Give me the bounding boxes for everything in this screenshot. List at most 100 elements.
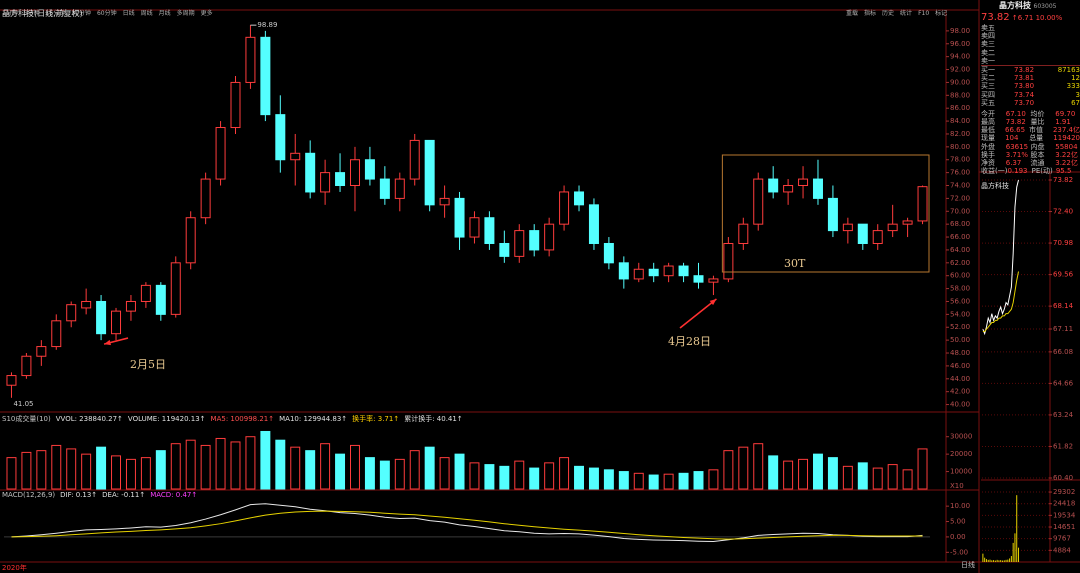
candle-body (320, 172, 331, 193)
tool-button[interactable]: 统计 (900, 10, 913, 17)
period-tab[interactable]: 30分钟 (71, 10, 91, 17)
candle-body (559, 191, 570, 225)
y-tick-label: 56.00 (950, 297, 970, 305)
ask-label: 卖五 (981, 24, 995, 32)
volume-bar (1003, 560, 1005, 562)
candle-body (648, 268, 659, 277)
stat-value: 95.5 (1055, 167, 1072, 176)
candle-body (902, 220, 913, 225)
volume-bar (827, 457, 838, 490)
candle-body (394, 178, 405, 199)
ask-row: 卖四 (981, 32, 1080, 40)
y-tick-label: 72.00 (950, 194, 970, 202)
candle-body (215, 127, 226, 180)
volume-bar (993, 560, 995, 562)
candle-body (633, 268, 644, 280)
bid-price: 73.70 (1014, 98, 1035, 107)
tool-button[interactable]: F10 (918, 10, 930, 17)
macd-header: MACD(12,26,9) DIF: 0.13↑ DEA: -0.11↑ MACD: … (2, 491, 202, 499)
y-tick-label: 68.00 (950, 220, 970, 228)
y-tick-label: 30000 (950, 433, 972, 441)
stat-value: 1.91 (1055, 118, 1071, 127)
stat-label: 换手 (981, 150, 995, 159)
stat-label: 现量 (981, 134, 995, 143)
period-toolbar: 1分钟 5分钟 15分钟 30分钟 60分钟 日线 周线 月线 多周期 更多 (2, 0, 219, 19)
volume-bar (454, 453, 465, 490)
candle-body (125, 300, 136, 312)
period-tab[interactable]: 多周期 (176, 10, 195, 17)
stat-row: 最高 73.82 量比 1.91 (981, 118, 1080, 126)
volume-bar (200, 444, 211, 490)
stat-value: 66.65 (1004, 126, 1026, 135)
quote-panel: 晶方科技 603005 73.82 ↑6.71 10.00% 卖五 卖四 卖三 卖二卖… (981, 0, 1080, 191)
candle-body (21, 355, 32, 377)
volume-bar (574, 465, 584, 490)
ask-label: 卖二 (981, 48, 995, 57)
y-tick-label: 46.00 (950, 362, 970, 370)
y-tick-label: 66.08 (1053, 348, 1073, 356)
stat-label: 均价 (1030, 109, 1045, 118)
candle-body (514, 230, 525, 257)
candle-body (200, 178, 211, 219)
y-tick-label: 40.00 (950, 401, 970, 409)
period-tab[interactable]: 5分钟 (23, 10, 40, 17)
candle-body (872, 230, 883, 244)
period-tab[interactable]: 月线 (158, 10, 171, 17)
candle-body (588, 204, 599, 244)
y-tick-label: 96.00 (950, 40, 970, 48)
candle-body (484, 217, 495, 244)
tool-button[interactable]: 历史 (882, 10, 895, 17)
volume-bar (529, 467, 540, 490)
y-tick-label: 70.98 (1053, 239, 1073, 247)
price-change: ↑6.71 (1011, 14, 1034, 22)
y-tick-label: 74.00 (950, 182, 970, 190)
y-tick-label: 60.00 (950, 272, 970, 280)
y-tick-label: 20000 (950, 450, 972, 458)
tool-button[interactable]: 指标 (864, 10, 877, 17)
candle-body (544, 223, 555, 251)
period-tab[interactable]: 60分钟 (96, 10, 117, 17)
volume-bar (36, 450, 47, 490)
period-tab[interactable]: 1分钟 (2, 10, 18, 17)
volume-bar (813, 453, 823, 490)
volume-bar (51, 444, 62, 490)
stock-name: 晶方科技 (999, 1, 1031, 10)
highlight-box (721, 154, 930, 273)
volume-bar (230, 441, 241, 490)
bid-label: 买三 (981, 82, 995, 91)
stat-label: 市值 (1028, 126, 1043, 135)
candle-body (275, 114, 286, 161)
candle-body (663, 265, 674, 277)
y-tick-label: 64.00 (950, 246, 970, 254)
y-tick-label: 5.00 (950, 518, 966, 526)
volume-title: S10成交量(10) (2, 415, 51, 423)
period-tab[interactable]: 15分钟 (45, 10, 66, 17)
y-tick-label: 68.14 (1053, 302, 1074, 310)
period-tab[interactable]: 日线 (122, 10, 135, 17)
y-tick-label: 64.66 (1053, 379, 1074, 387)
stat-label: 外盘 (981, 142, 995, 151)
candle-body (245, 36, 256, 83)
period-tab[interactable]: 更多 (200, 10, 213, 17)
y-tick-label: 10.00 (950, 502, 970, 510)
stat-label: 内盘 (1030, 142, 1045, 151)
period-tab[interactable]: 周线 (140, 10, 153, 17)
bid-label: 买五 (981, 98, 995, 107)
y-tick-label: 80.00 (950, 143, 970, 151)
volume-bar (902, 469, 913, 490)
tool-button[interactable]: 标记 (935, 10, 948, 17)
price-pct: 10.00% (1035, 14, 1063, 22)
volume-bar (991, 560, 993, 562)
chart-title: 晶方科技(日线,前复权) (2, 9, 83, 18)
tool-button[interactable]: 重载 (846, 10, 859, 17)
volume-bar (753, 443, 764, 490)
stats: 今开 67.10 均价 69.70 最高 73.82 量比 1.91 最低 66.65 市值 237.… (981, 110, 1080, 176)
candle-body (499, 242, 510, 257)
y-tick-label: 82.00 (950, 130, 970, 138)
volume-bar (469, 462, 480, 490)
volume-bar (648, 474, 659, 490)
candle-body (379, 178, 390, 199)
ask-label: 卖一 (981, 56, 995, 65)
